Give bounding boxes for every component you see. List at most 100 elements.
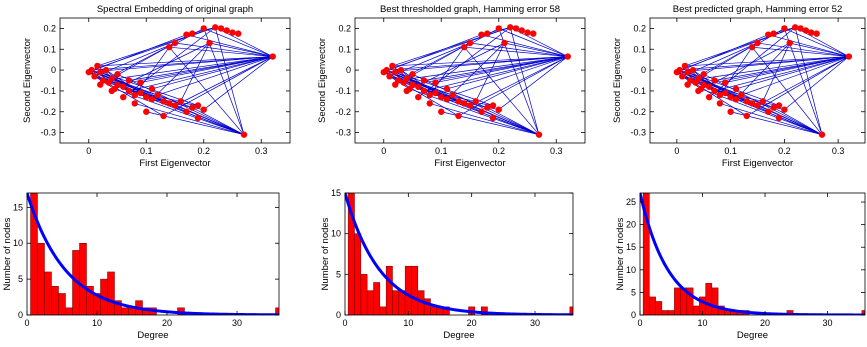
graph-edge bbox=[498, 28, 568, 57]
panel-1: 0 0.1 0.2 0.3 0.2 0.1 0 -0.1 -0.2 -0.3 First Eigen… bbox=[22, 4, 291, 169]
graph-edge bbox=[752, 46, 849, 57]
data-point bbox=[530, 30, 537, 37]
data-point bbox=[97, 81, 104, 88]
x-tick-label: 0 bbox=[637, 318, 642, 328]
plot-area bbox=[27, 193, 279, 315]
x-tick-label: 20 bbox=[760, 318, 770, 328]
data-point bbox=[200, 106, 207, 113]
histogram-bar bbox=[661, 310, 669, 315]
data-point bbox=[217, 25, 225, 32]
y-tick-label: 0 bbox=[641, 65, 646, 75]
graph-edge bbox=[684, 27, 796, 67]
x-tick-label: 10 bbox=[92, 318, 102, 328]
x-tick-label: 0.1 bbox=[140, 146, 153, 156]
y-tick-label: 5 bbox=[631, 287, 636, 297]
data-point bbox=[689, 66, 697, 74]
plot-area bbox=[85, 24, 276, 138]
data-point bbox=[166, 100, 173, 107]
data-point bbox=[489, 114, 497, 122]
axes-frame bbox=[59, 17, 291, 144]
data-point bbox=[775, 102, 783, 109]
data-point bbox=[212, 24, 219, 31]
panel-5: 0 10 20 30 0 5 10 15 Degree Number of nodes bbox=[320, 188, 574, 341]
y-tick-label: 25 bbox=[626, 197, 636, 207]
graph-edge bbox=[209, 42, 273, 57]
graph-edge bbox=[435, 56, 568, 83]
histogram-bar bbox=[404, 265, 412, 315]
y-tick-label: -0.2 bbox=[335, 107, 351, 117]
panel-4: 0 10 20 30 0 5 10 15 Degree Number of nodes bbox=[2, 192, 280, 341]
data-point bbox=[94, 62, 101, 70]
histogram-bar bbox=[373, 282, 381, 315]
data-point bbox=[754, 39, 761, 47]
y-axis-label: Number of nodes bbox=[615, 217, 626, 290]
graph-edge bbox=[392, 27, 511, 67]
graph-edge bbox=[429, 103, 540, 136]
data-point bbox=[443, 85, 451, 93]
data-point bbox=[392, 81, 399, 88]
data-point bbox=[748, 100, 756, 107]
histogram-bar bbox=[649, 296, 656, 315]
data-point bbox=[818, 131, 826, 138]
data-point bbox=[97, 68, 104, 76]
histogram-bar bbox=[667, 310, 675, 315]
graph-edge bbox=[504, 42, 568, 57]
graph-edge bbox=[676, 34, 769, 73]
x-axis-label: First Eigenvector bbox=[434, 158, 505, 169]
graph-edge bbox=[97, 56, 273, 67]
y-tick-label: 10 bbox=[626, 265, 636, 275]
data-point bbox=[775, 114, 783, 122]
histogram-bar bbox=[861, 310, 865, 315]
data-point bbox=[489, 102, 497, 109]
y-tick-label: 0.1 bbox=[633, 44, 646, 54]
histogram-bar bbox=[480, 306, 488, 315]
data-point bbox=[466, 39, 474, 47]
y-tick-label: 10 bbox=[331, 229, 341, 239]
chart-title: Best thresholded graph, Hamming error 58 bbox=[380, 4, 560, 15]
data-point bbox=[160, 98, 167, 105]
plot-area bbox=[673, 24, 853, 138]
data-point bbox=[125, 87, 133, 95]
data-point bbox=[200, 25, 207, 32]
graph-edge bbox=[784, 28, 823, 135]
graph-edge bbox=[128, 56, 273, 81]
y-tick-label: 0 bbox=[51, 65, 56, 75]
panel-2: 0 0.1 0.2 0.3 0.2 0.1 0 -0.1 -0.2 -0.3 First Eigen… bbox=[317, 4, 586, 169]
x-tick-label: 30 bbox=[822, 318, 832, 328]
data-point bbox=[160, 112, 167, 120]
data-point bbox=[781, 106, 788, 113]
data-point bbox=[420, 87, 428, 95]
data-point bbox=[512, 25, 520, 32]
x-tick-label: 0.1 bbox=[435, 146, 448, 156]
x-tick-label: 0 bbox=[86, 146, 91, 156]
data-point bbox=[765, 108, 772, 115]
axes-frame bbox=[639, 192, 866, 316]
data-point bbox=[137, 79, 144, 86]
data-point bbox=[478, 31, 485, 38]
data-point bbox=[732, 96, 740, 103]
x-tick-label: 0.3 bbox=[550, 146, 563, 156]
data-point bbox=[711, 77, 718, 84]
graph-edge bbox=[192, 107, 245, 135]
data-point bbox=[269, 53, 276, 60]
data-point bbox=[108, 75, 115, 82]
data-point bbox=[409, 71, 416, 78]
graph-edge bbox=[741, 56, 849, 96]
x-tick-label: 0 bbox=[381, 146, 386, 156]
data-point bbox=[679, 73, 686, 80]
data-point bbox=[813, 30, 820, 37]
y-tick-label: 0 bbox=[336, 310, 341, 320]
data-point bbox=[91, 73, 98, 80]
x-tick-label: 30 bbox=[530, 318, 540, 328]
histogram-bar bbox=[58, 293, 66, 315]
x-tick-label: 0.1 bbox=[724, 146, 737, 156]
y-tick-label: 10 bbox=[13, 238, 23, 248]
data-point bbox=[438, 108, 445, 115]
data-point bbox=[389, 62, 396, 70]
y-tick-label: 20 bbox=[626, 220, 636, 230]
graph-edge bbox=[703, 56, 849, 86]
graph-edge bbox=[735, 56, 849, 90]
graph-edge bbox=[117, 56, 273, 86]
x-tick-label: 20 bbox=[162, 318, 172, 328]
data-point bbox=[507, 24, 514, 31]
